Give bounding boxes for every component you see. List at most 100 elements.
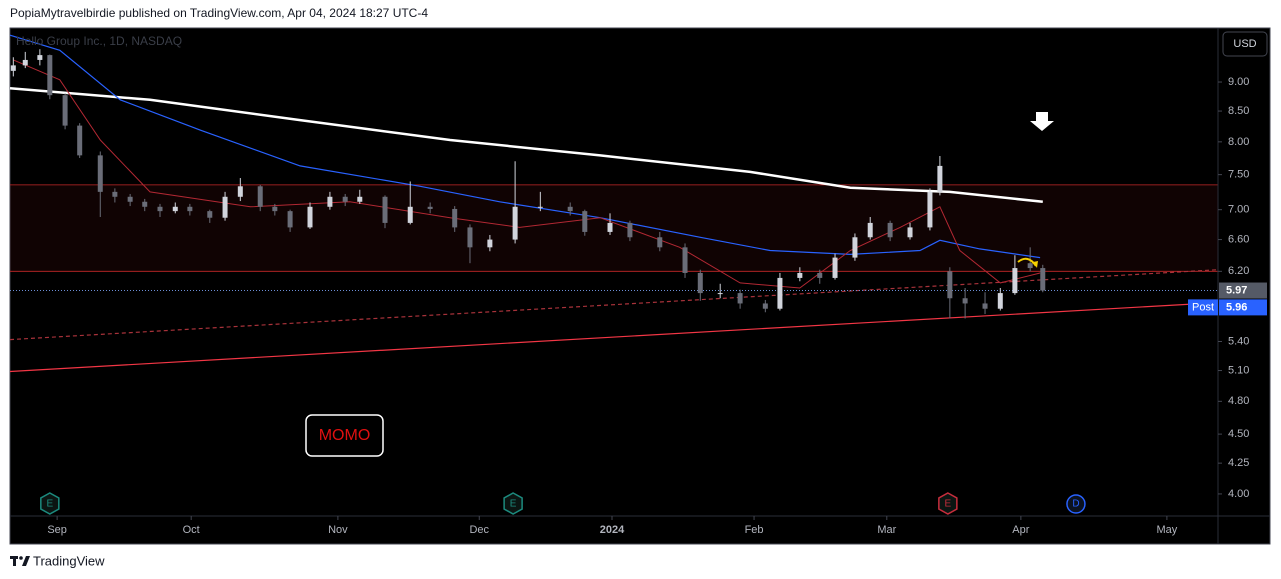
event-marker	[40, 492, 60, 515]
candle-body	[187, 206, 193, 212]
candle-body	[867, 222, 873, 238]
event-label: E	[510, 499, 517, 510]
candle-body	[342, 196, 348, 202]
post-price-box	[1219, 299, 1267, 316]
candle-body	[142, 201, 148, 207]
candle-body	[797, 272, 803, 278]
y-tick-label: 6.60	[1228, 233, 1249, 245]
event-label: D	[1072, 499, 1079, 510]
y-tick-label: 4.50	[1228, 428, 1249, 440]
y-tick-label: 4.25	[1228, 457, 1249, 469]
candle-body	[937, 165, 943, 192]
x-tick-label: 2024	[600, 524, 625, 536]
candle-body	[567, 206, 573, 212]
y-tick-label: 4.00	[1228, 488, 1249, 500]
candle-body	[287, 211, 293, 228]
last-price-label: 5.97	[1226, 284, 1247, 296]
candle-body	[997, 293, 1003, 309]
candle-body	[887, 222, 893, 238]
trendline	[9, 302, 1219, 373]
candle-body	[607, 222, 613, 232]
event-label: E	[46, 499, 53, 510]
down-arrow	[1030, 112, 1054, 131]
header: PopiaMytravelbirdie published on Trading…	[10, 6, 428, 20]
candle-body	[357, 196, 363, 202]
candle-body	[172, 206, 178, 212]
y-tick-label: 8.50	[1228, 105, 1249, 117]
candle-body	[962, 298, 968, 304]
candle-body	[207, 211, 213, 218]
post-label: Post	[1192, 301, 1214, 313]
y-tick-label: 5.40	[1228, 335, 1249, 347]
candle-body	[382, 196, 388, 223]
plot	[9, 34, 1219, 373]
candle-body	[487, 239, 493, 248]
candle-body	[62, 95, 68, 126]
y-tick-label: 7.00	[1228, 204, 1249, 216]
y-tick-label: 7.50	[1228, 169, 1249, 181]
candle-body	[982, 303, 988, 309]
candle-body	[307, 206, 313, 228]
candle-body	[927, 191, 933, 228]
currency-button[interactable]	[1222, 31, 1268, 57]
event-marker	[938, 492, 958, 515]
candle-body	[1012, 268, 1018, 294]
candle-body	[10, 65, 16, 71]
annotation: MOMO	[319, 427, 371, 444]
candle-body	[452, 208, 458, 228]
candle-body	[762, 303, 768, 309]
event-marker	[1066, 494, 1086, 514]
candle-body	[1040, 268, 1046, 291]
x-tick-label: Dec	[469, 524, 489, 536]
currency[interactable]: USD	[1233, 38, 1256, 50]
x-tick-label: Apr	[1012, 524, 1029, 536]
post-box	[1188, 299, 1218, 316]
candle-body	[537, 206, 543, 208]
candle-body	[237, 186, 243, 197]
x-tick-label: Nov	[328, 524, 348, 536]
symbol-legend: Hello Group Inc., 1D, NASDAQ	[16, 34, 182, 48]
candle-body	[77, 125, 83, 156]
x-tick-label: Sep	[47, 524, 67, 536]
candle-body	[697, 272, 703, 294]
post-price-label: 5.96	[1226, 301, 1247, 313]
candle-body	[682, 247, 688, 273]
chart-frame	[9, 27, 1271, 545]
candle-body	[22, 59, 28, 66]
footer: TradingView	[33, 553, 105, 568]
candle-body	[157, 206, 163, 212]
candle-body	[947, 271, 953, 299]
event-marker	[503, 492, 523, 515]
x-tick-label: Oct	[183, 524, 200, 536]
last-price-box	[1219, 282, 1267, 299]
curved-arrow-head	[1033, 261, 1038, 268]
candle-body	[907, 227, 913, 238]
event-label: E	[945, 499, 952, 510]
y-tick-label: 4.80	[1228, 395, 1249, 407]
candle-body	[852, 237, 858, 258]
annotation-box	[305, 414, 384, 457]
candle-body	[127, 196, 133, 202]
candle-body	[467, 227, 473, 248]
y-tick-label: 8.00	[1228, 136, 1249, 148]
candle-body	[627, 222, 633, 238]
x-tick-label: Mar	[877, 524, 896, 536]
logo	[10, 556, 30, 566]
moving-average	[13, 59, 1041, 289]
candle-body	[272, 206, 278, 212]
candle-body	[257, 186, 263, 207]
candle-body	[47, 55, 53, 96]
candle-body	[717, 293, 723, 295]
candle-body	[222, 196, 228, 218]
y-tick-label: 6.20	[1228, 265, 1249, 277]
candle-body	[1027, 263, 1033, 269]
candle-body	[427, 206, 433, 209]
candle-body	[817, 272, 823, 278]
candle-body	[737, 293, 743, 304]
y-tick-label: 5.10	[1228, 364, 1249, 376]
candle-body	[832, 257, 838, 278]
candle-body	[97, 155, 103, 192]
candle-body	[327, 196, 333, 207]
